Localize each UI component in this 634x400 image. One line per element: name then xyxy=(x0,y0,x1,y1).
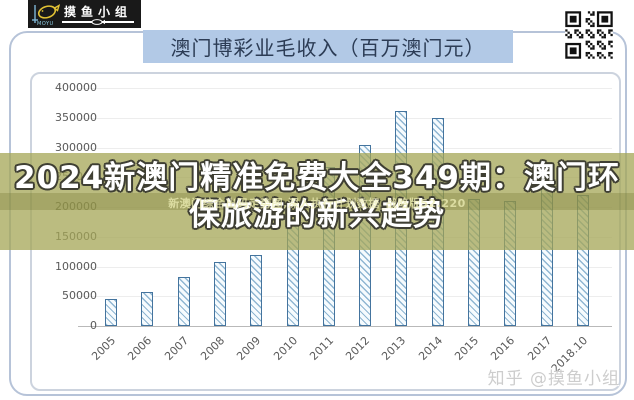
logo-underline xyxy=(62,18,134,25)
overlay-dark-strip xyxy=(0,193,634,210)
gridline xyxy=(78,118,612,119)
logo-group-name: 摸鱼小组 xyxy=(63,4,132,19)
bar-2006 xyxy=(141,292,153,326)
logo-sub-label: MOYU xyxy=(37,21,54,27)
promo-overlay-band: 新澳门综合出码走势图,深入执行计划数据_战略版52.220 2024新澳门精准免… xyxy=(0,153,634,250)
overlay-headline-line1: 2024新澳门精准免费大全349期：澳门环 xyxy=(14,160,620,196)
bar-2009 xyxy=(250,255,262,326)
gridline xyxy=(78,267,612,268)
y-tick-label: 400000 xyxy=(55,81,97,94)
y-tick-label: 0 xyxy=(90,319,97,332)
small-fish-icon xyxy=(91,18,105,25)
overlay-small-watermark: 新澳门综合出码走势图,深入执行计划数据_战略版52.220 xyxy=(168,197,466,210)
y-tick-label: 350000 xyxy=(55,110,97,124)
overlay-headline-line2: 保旅游的新兴趋势 xyxy=(189,197,445,233)
gridline xyxy=(78,148,612,149)
bar-2008 xyxy=(214,262,226,326)
chart-title-bar: 澳门博彩业毛收入（百万澳门元） xyxy=(143,30,513,63)
y-tick-label: 50000 xyxy=(62,289,97,303)
fish-icon: MOYU xyxy=(30,1,61,27)
bar-2005 xyxy=(105,299,117,326)
moyu-logo: MOYU 摸鱼小组 xyxy=(28,0,141,28)
gridline xyxy=(78,296,612,297)
gridline xyxy=(78,326,612,327)
zhihu-watermark: 知乎 @摸鱼小组 xyxy=(487,369,620,389)
y-tick-label: 100000 xyxy=(55,259,97,273)
bar-2007 xyxy=(178,277,190,326)
qr-code xyxy=(565,9,613,61)
gridline xyxy=(78,88,612,89)
chart-title: 澳门博彩业毛收入（百万澳门元） xyxy=(170,36,486,60)
y-tick-label: 300000 xyxy=(55,140,97,154)
